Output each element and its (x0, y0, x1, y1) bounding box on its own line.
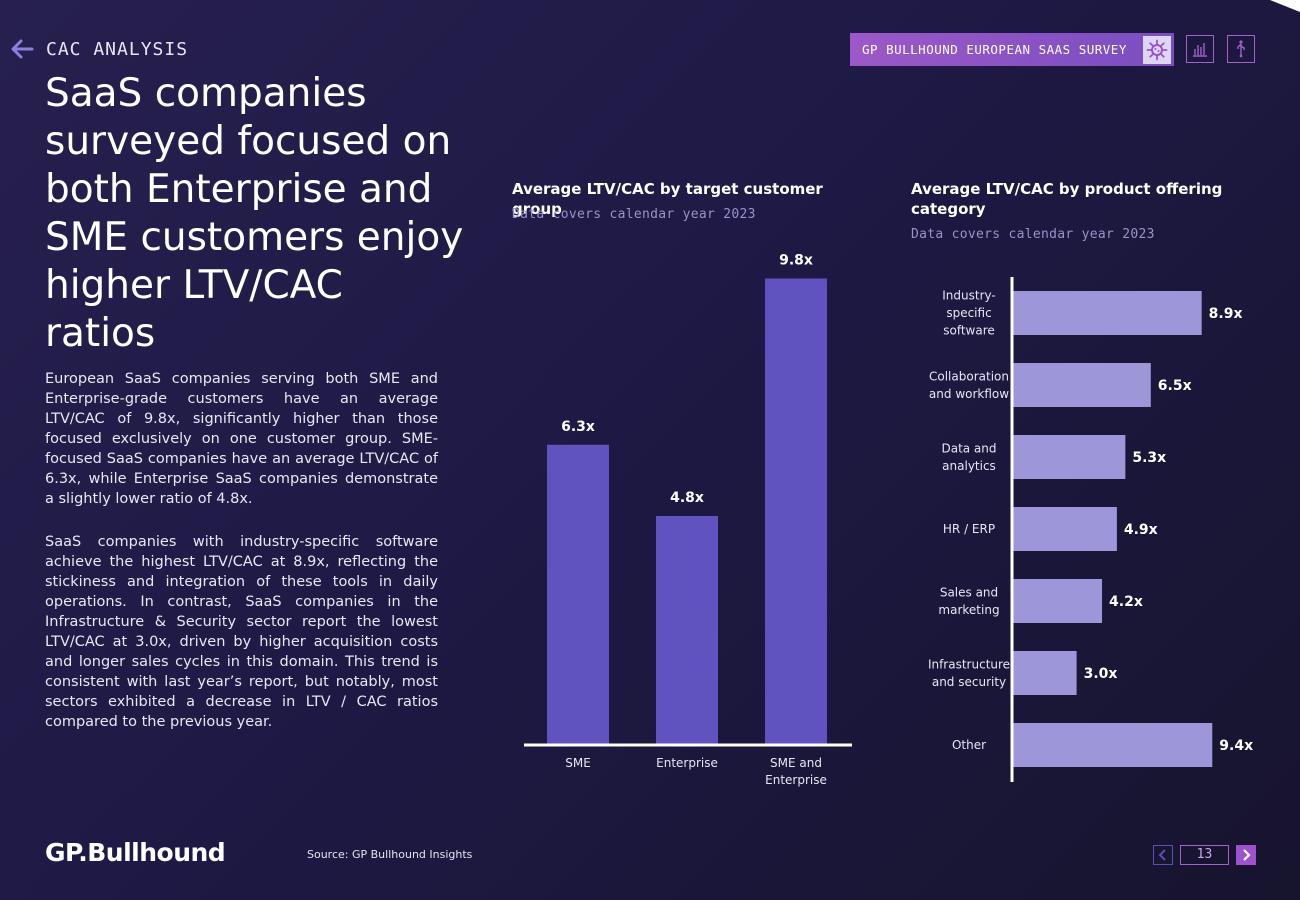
chart-2-category-label: Industry-specific software (942, 289, 995, 338)
logo: GP.Bullhound (45, 838, 226, 867)
usb-icon (1237, 40, 1245, 58)
chart-2-value-label: 8.9x (1209, 306, 1243, 322)
chart-view-button[interactable] (1186, 35, 1214, 63)
chart-1-value-label: 9.8x (779, 253, 813, 269)
chart-1-value-label: 4.8x (670, 490, 704, 506)
chart-2-canvas: 8.9x Industry-specific software 6.5x Collabo… (928, 277, 1253, 782)
chart-2-value-label: 4.9x (1124, 522, 1158, 538)
chart-2-value-label: 6.5x (1158, 378, 1192, 394)
body-paragraph-1: European SaaS companies serving both SME… (45, 371, 438, 507)
chart-2-bar (1013, 723, 1213, 767)
chart-1-subtitle: Data covers calendar year 2023 (512, 207, 756, 222)
chart-2-bar (1013, 435, 1126, 479)
bar-chart-icon (1193, 43, 1207, 57)
page-number: 13 (1180, 845, 1229, 865)
chart-2-value-label: 9.4x (1219, 738, 1253, 754)
chart-1-value-label: 6.3x (561, 419, 595, 435)
section-label: CAC ANALYSIS (46, 38, 189, 60)
usb-button[interactable] (1227, 35, 1255, 63)
arrow-left-icon (11, 39, 34, 59)
chart-2-category-label: Infrastructure and security (928, 657, 1010, 689)
chart-2-bar (1013, 579, 1103, 623)
chart-1-bar (547, 444, 609, 744)
chart-2-title: Average LTV/CAC by product offering cate… (911, 180, 1223, 218)
virus-icon (1143, 35, 1171, 64)
chart-2-value-label: 3.0x (1084, 666, 1118, 682)
chart-1-canvas: 6.3x SME 4.8x Enterprise 9.8x SME and Enterpri… (524, 253, 852, 787)
chart-2-bar (1013, 651, 1077, 695)
chart-1-bar (656, 516, 718, 744)
chart-1-bar (765, 278, 827, 744)
survey-button[interactable]: GP BULLHOUND EUROPEAN SAAS SURVEY (850, 33, 1174, 66)
source-note: Source: GP Bullhound Insights (307, 848, 473, 861)
chart-2-category-label: HR / ERP (943, 522, 995, 536)
chart-2-value-label: 5.3x (1132, 450, 1166, 466)
page-title: SaaS companies surveyed focused on both … (45, 71, 464, 356)
chart-2-bar (1013, 363, 1151, 407)
chart-1-title: Average LTV/CAC by target customer group (512, 180, 823, 218)
chart-2-subtitle: Data covers calendar year 2023 (911, 227, 1155, 242)
chart-2-category-label: Other (952, 738, 986, 752)
chart-1-category-label: SME and Enterprise (765, 756, 827, 787)
body-paragraph-2: SaaS companies with industry-specific so… (45, 534, 438, 730)
chart-2-category-label: Sales and marketing (938, 585, 999, 617)
chevron-right-icon (1243, 849, 1251, 861)
chevron-left-icon (1158, 849, 1166, 861)
back-button[interactable]: CAC ANALYSIS (10, 38, 188, 60)
prev-page-button[interactable] (1153, 845, 1173, 865)
chart-2-bar (1013, 291, 1202, 335)
survey-label: GP BULLHOUND EUROPEAN SAAS SURVEY (862, 42, 1127, 57)
chart-1-category-label: Enterprise (656, 756, 718, 770)
next-page-button[interactable] (1236, 845, 1256, 865)
chart-1-category-label: SME (565, 756, 591, 770)
chart-2-category-label: Collaboration and workflow (929, 369, 1009, 401)
chart-2-category-label: Data and analytics (941, 441, 996, 473)
chart-2-value-label: 4.2x (1109, 594, 1143, 610)
chart-2-bar (1013, 507, 1117, 551)
